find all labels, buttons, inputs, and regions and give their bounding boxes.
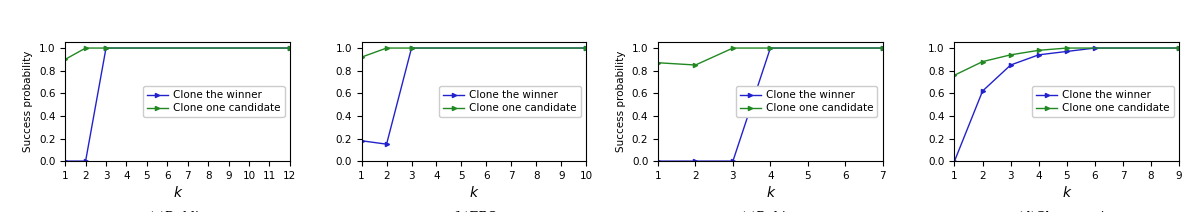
Clone the winner [975,90,989,92]
Clone the winner [404,47,418,49]
Text: (a)Dublin: (a)Dublin [148,211,207,212]
Clone the winner [1088,47,1102,49]
Legend: Clone the winner, Clone one candidate: Clone the winner, Clone one candidate [1032,86,1174,117]
Text: (d)Glasgow city: (d)Glasgow city [1017,211,1116,212]
Clone one candidate [379,47,393,49]
Clone the winner [1032,54,1046,56]
Clone the winner [1172,47,1185,49]
Clone one candidate [763,47,777,49]
Y-axis label: Success probability: Success probability [24,51,33,152]
X-axis label: k: k [767,186,774,200]
Text: (c)Debian: (c)Debian [739,211,801,212]
Clone one candidate [354,56,369,58]
Clone one candidate [651,61,665,64]
Legend: Clone the winner, Clone one candidate: Clone the winner, Clone one candidate [736,86,877,117]
Clone one candidate [876,47,890,49]
Clone the winner [947,160,961,162]
Clone the winner [283,47,297,49]
Line: Clone the winner: Clone the winner [953,46,1181,163]
Clone the winner [876,47,890,49]
Clone the winner [763,47,777,49]
Clone one candidate [725,47,739,49]
Clone the winner [1004,64,1018,66]
Clone one candidate [404,47,418,49]
Clone one candidate [1059,47,1074,49]
Line: Clone one candidate: Clone one candidate [953,46,1181,77]
Line: Clone the winner: Clone the winner [656,46,885,163]
Line: Clone one candidate: Clone one candidate [63,46,292,61]
Line: Clone the winner: Clone the winner [63,46,292,163]
Clone one candidate [78,47,92,49]
X-axis label: k: k [470,186,478,200]
Legend: Clone the winner, Clone one candidate: Clone the winner, Clone one candidate [142,86,284,117]
Clone the winner [579,47,594,49]
X-axis label: k: k [1063,186,1071,200]
Clone one candidate [688,64,703,66]
Text: (b)ERS: (b)ERS [451,211,497,212]
Line: Clone the winner: Clone the winner [359,46,588,146]
Clone the winner [688,160,703,162]
Y-axis label: Success probability: Success probability [616,51,627,152]
Clone the winner [651,160,665,162]
Clone the winner [78,160,92,162]
Clone the winner [98,47,113,49]
Line: Clone one candidate: Clone one candidate [656,46,885,67]
Clone one candidate [1032,49,1046,52]
Clone the winner [379,143,393,145]
Clone one candidate [1004,54,1018,56]
Clone one candidate [579,47,594,49]
Clone the winner [354,139,369,142]
Line: Clone one candidate: Clone one candidate [359,46,588,59]
Legend: Clone the winner, Clone one candidate: Clone the winner, Clone one candidate [440,86,581,117]
Clone one candidate [947,74,961,77]
X-axis label: k: k [173,186,181,200]
Clone the winner [725,160,739,162]
Clone one candidate [975,60,989,63]
Clone one candidate [1172,47,1185,49]
Clone the winner [58,160,72,162]
Clone one candidate [98,47,113,49]
Clone one candidate [283,47,297,49]
Clone one candidate [58,58,72,61]
Clone the winner [1059,50,1074,53]
